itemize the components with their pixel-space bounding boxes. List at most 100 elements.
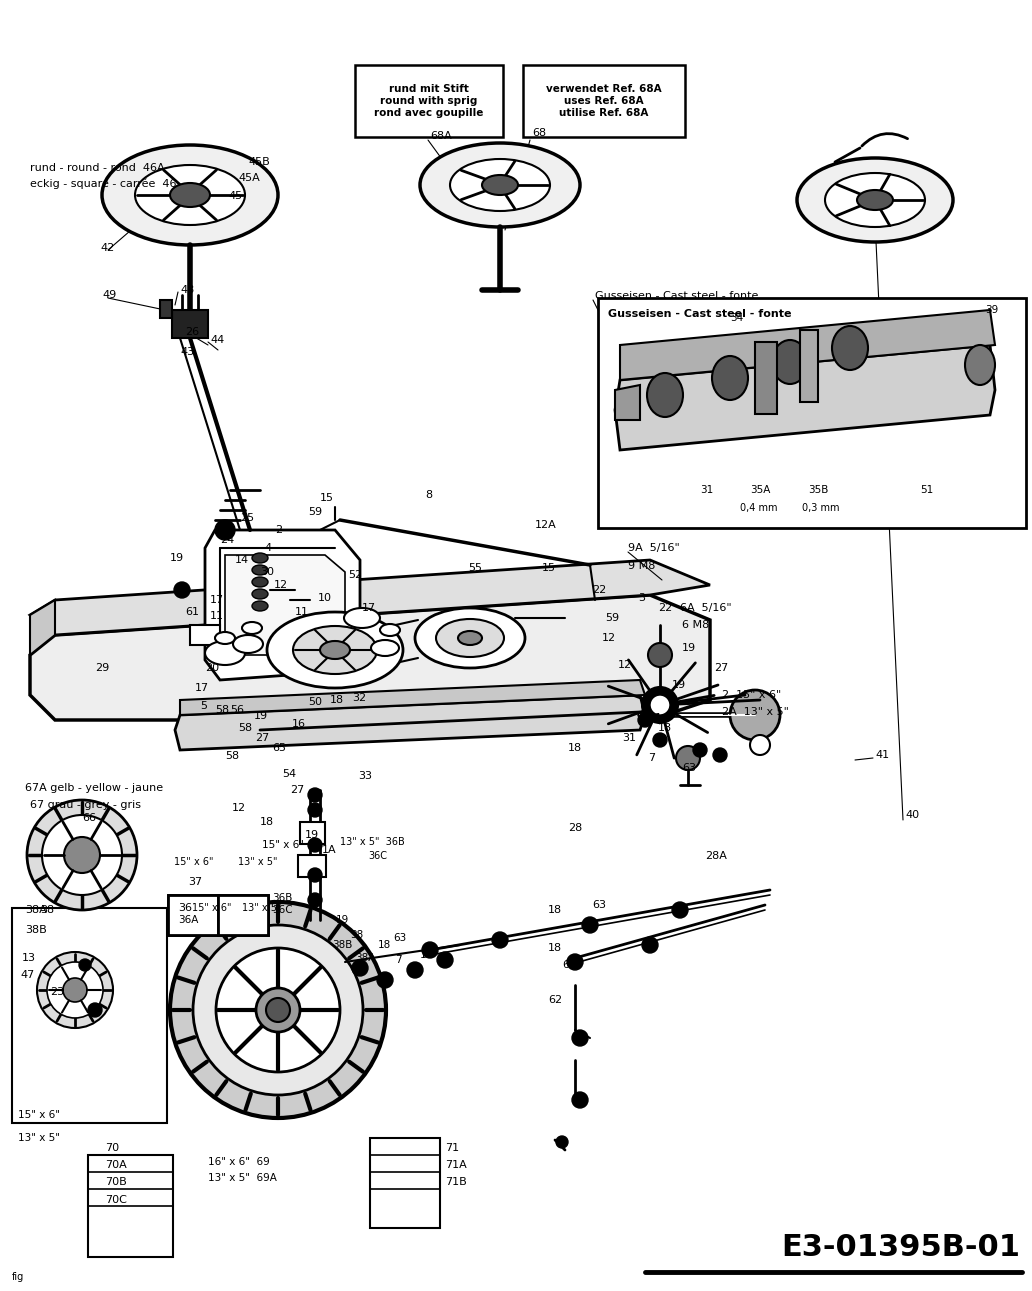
Polygon shape <box>30 560 710 635</box>
Polygon shape <box>615 345 995 451</box>
Ellipse shape <box>320 642 350 658</box>
Ellipse shape <box>267 612 404 688</box>
Ellipse shape <box>27 800 137 910</box>
Text: 24: 24 <box>220 534 234 545</box>
Text: 11: 11 <box>295 607 309 617</box>
Text: 45A: 45A <box>238 173 260 183</box>
Polygon shape <box>615 385 640 420</box>
Text: 17: 17 <box>362 603 376 613</box>
Bar <box>755 342 777 414</box>
Text: 44: 44 <box>209 334 224 345</box>
Text: 50: 50 <box>308 697 322 707</box>
Ellipse shape <box>694 744 707 757</box>
Text: 18: 18 <box>330 695 344 705</box>
Text: 71B: 71B <box>445 1177 466 1186</box>
Text: 67 grau - grey - gris: 67 grau - grey - gris <box>30 800 141 809</box>
Ellipse shape <box>672 902 688 918</box>
Ellipse shape <box>556 1136 568 1148</box>
Bar <box>598 298 1026 528</box>
Text: 63: 63 <box>592 900 606 910</box>
Ellipse shape <box>857 190 893 210</box>
Ellipse shape <box>572 1030 588 1046</box>
Text: 18: 18 <box>548 905 562 915</box>
Text: 11: 11 <box>209 611 224 621</box>
Bar <box>88 1155 173 1257</box>
Text: 8: 8 <box>425 491 432 500</box>
Text: 13" x 5": 13" x 5" <box>238 857 278 868</box>
Text: 49: 49 <box>102 290 117 300</box>
Ellipse shape <box>215 633 235 644</box>
Text: 34: 34 <box>730 312 743 323</box>
Ellipse shape <box>308 868 322 882</box>
Ellipse shape <box>252 577 268 587</box>
Text: 48: 48 <box>180 285 194 296</box>
Ellipse shape <box>492 932 508 948</box>
Ellipse shape <box>308 803 322 817</box>
Text: 13" x 5"  36B: 13" x 5" 36B <box>340 837 405 847</box>
Text: 32: 32 <box>352 693 366 704</box>
Ellipse shape <box>37 951 112 1028</box>
Ellipse shape <box>653 733 667 747</box>
Text: verwendet Ref. 68A
uses Ref. 68A
utilise Ref. 68A: verwendet Ref. 68A uses Ref. 68A utilise… <box>546 84 662 117</box>
Text: 15: 15 <box>542 563 556 573</box>
Text: 25: 25 <box>240 513 254 523</box>
Text: 19: 19 <box>672 680 686 689</box>
Text: 41: 41 <box>875 750 890 760</box>
Text: 10: 10 <box>318 593 332 603</box>
Text: 14: 14 <box>235 555 249 565</box>
Ellipse shape <box>713 747 727 762</box>
Ellipse shape <box>266 998 290 1022</box>
Polygon shape <box>180 680 645 715</box>
Text: 51: 51 <box>920 485 933 494</box>
Text: 70C: 70C <box>105 1195 127 1205</box>
Ellipse shape <box>450 159 550 210</box>
Text: 12: 12 <box>602 633 616 643</box>
Text: 36: 36 <box>178 902 192 913</box>
Text: 19: 19 <box>170 553 184 563</box>
Text: 13" x 5": 13" x 5" <box>241 902 282 913</box>
Text: 15" x 6": 15" x 6" <box>174 857 214 868</box>
Polygon shape <box>30 595 710 720</box>
Text: 55: 55 <box>467 563 482 573</box>
Text: 18: 18 <box>658 723 672 733</box>
Text: 5: 5 <box>200 701 207 711</box>
Text: 56: 56 <box>230 705 244 715</box>
Text: Gusseisen - Cast steel - fonte: Gusseisen - Cast steel - fonte <box>608 309 792 319</box>
Text: 6 M8: 6 M8 <box>682 620 709 630</box>
Ellipse shape <box>380 624 400 636</box>
Ellipse shape <box>308 893 322 908</box>
Bar <box>370 1137 440 1228</box>
Text: 52: 52 <box>348 571 362 580</box>
Text: 68: 68 <box>533 128 546 138</box>
Ellipse shape <box>965 345 995 385</box>
Ellipse shape <box>252 565 268 574</box>
Text: rund mit Stift
round with sprig
rond avec goupille: rund mit Stift round with sprig rond ave… <box>375 84 484 117</box>
Text: 38B: 38B <box>25 924 46 935</box>
Ellipse shape <box>458 631 482 646</box>
Ellipse shape <box>642 937 658 953</box>
Ellipse shape <box>832 327 868 371</box>
Text: 45B: 45B <box>248 158 269 167</box>
Text: 43: 43 <box>180 347 194 358</box>
Text: 36C: 36C <box>272 905 293 915</box>
Ellipse shape <box>64 837 100 873</box>
Text: 28: 28 <box>568 822 582 833</box>
Text: 35B: 35B <box>808 485 829 494</box>
Ellipse shape <box>170 902 386 1118</box>
Text: 68A: 68A <box>430 130 452 141</box>
Ellipse shape <box>647 373 683 417</box>
Text: 35A: 35A <box>750 485 770 494</box>
Text: 16: 16 <box>292 719 307 729</box>
Text: 71A: 71A <box>445 1161 466 1170</box>
Ellipse shape <box>437 951 453 968</box>
Text: E3-01395B-01: E3-01395B-01 <box>781 1233 1020 1263</box>
Text: 19: 19 <box>336 915 349 924</box>
Text: 65: 65 <box>272 744 286 753</box>
Text: 40: 40 <box>905 809 920 820</box>
Ellipse shape <box>88 1003 102 1017</box>
Text: 27: 27 <box>714 664 729 673</box>
Text: 17: 17 <box>195 683 209 693</box>
Ellipse shape <box>102 145 278 245</box>
Ellipse shape <box>436 618 504 657</box>
Bar <box>168 895 218 935</box>
